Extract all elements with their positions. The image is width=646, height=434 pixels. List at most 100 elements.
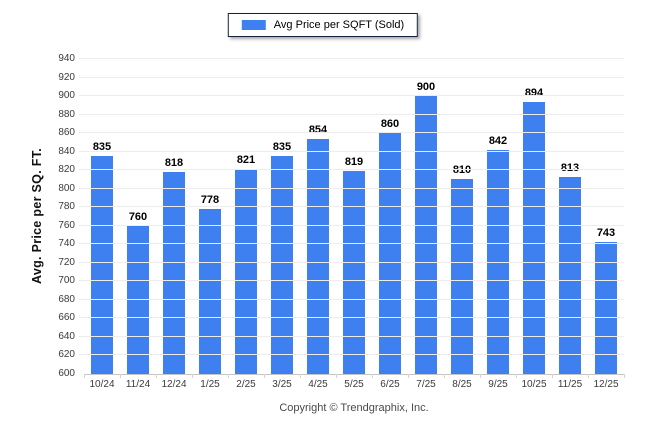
x-axis-tick [408,374,409,378]
x-axis-tick [624,374,625,378]
gridline [79,150,624,152]
bar-value-label: 854 [308,123,328,136]
y-tick-label: 740 [58,238,75,250]
x-axis-tick [84,374,85,378]
bar-slot: 760 [120,59,156,374]
bar-value-label: 835 [92,141,112,154]
legend-label: Avg Price per SQFT (Sold) [273,19,405,31]
x-axis-tick [336,374,337,378]
bar-slot: 813 [552,59,588,374]
bar [523,101,545,374]
bar-value-label: 819 [344,156,364,169]
bar-slot: 818 [156,59,192,374]
gridline [79,224,624,226]
y-axis-title: Avg. Price per SQ. FT. [30,147,44,285]
bar [415,96,437,374]
y-tick-label: 820 [58,164,75,176]
bar-slot: 894 [516,59,552,374]
x-tick-label: 9/25 [488,379,508,390]
gridline [79,95,624,97]
x-tick-label: 1/25 [200,379,220,390]
bar-slot: 835 [264,59,300,374]
bar [343,171,365,374]
bar [379,133,401,374]
bar-slot: 835 [84,59,120,374]
bar [91,156,113,374]
gridline [79,206,624,208]
y-tick-label: 760 [58,219,75,231]
x-axis-tick [444,374,445,378]
chart-legend: Avg Price per SQFT (Sold) [227,13,419,37]
y-tick-label: 860 [58,127,75,139]
x-tick-label: 2/25 [236,379,256,390]
gridline [79,113,624,115]
x-tick-label: 6/25 [380,379,400,390]
y-tick-label: 600 [58,368,75,379]
x-axis-tick [516,374,517,378]
bar-slot: 743 [588,59,624,374]
gridline [79,58,624,59]
bar-value-label: 818 [164,157,184,170]
x-axis-labels: 10/24 11/24 12/24 1/25 2/25 3/25 4/25 5/25 6/25 7… [84,379,624,391]
bar [559,176,581,374]
bar-slot: 819 [336,59,372,374]
plot-area: 835 760 818 778 821 835 854 819 860 900 810 842 894 8… [58,54,625,379]
bar [163,172,185,374]
x-axis-tick [120,374,121,378]
copyright-text: Copyright © Trendgraphix, Inc. [279,402,429,414]
x-tick-label: 10/25 [521,379,547,390]
y-tick-label: 840 [58,145,75,157]
x-tick-label: 12/25 [593,379,619,390]
x-axis-tick [300,374,301,378]
x-axis-tick [228,374,229,378]
y-tick-label: 900 [58,90,75,102]
bar-value-label: 842 [488,134,508,147]
y-tick-label: 680 [58,293,75,305]
bar-value-label: 900 [416,81,436,94]
y-tick-label: 720 [58,256,75,268]
y-tick-label: 920 [58,71,75,83]
legend-swatch-icon [241,20,266,30]
y-tick-label: 620 [58,349,75,361]
gridline [79,76,624,78]
x-tick-label: 5/25 [344,379,364,390]
x-axis-tick [552,374,553,378]
bar-slot: 854 [300,59,336,374]
bar [235,169,257,374]
bar-slot: 842 [480,59,516,374]
bar-value-label: 813 [560,161,580,174]
x-axis-tick [156,374,157,378]
x-axis-tick [480,374,481,378]
x-tick-label: 11/24 [125,379,151,390]
gridline [79,335,624,337]
y-tick-label: 880 [58,108,75,120]
bar-value-label: 778 [200,194,220,207]
gridline [79,354,624,356]
bar-slot: 778 [192,59,228,374]
x-tick-label: 12/24 [161,379,187,390]
bar-slot: 860 [372,59,408,374]
gridline [79,169,624,171]
bar [595,241,617,374]
x-axis-tick [588,374,589,378]
y-tick-label: 660 [58,312,75,324]
gridline [79,132,624,134]
y-tick-label: 800 [58,182,75,194]
x-axis-tick [264,374,265,378]
bar [271,156,293,374]
gridline [79,243,624,245]
x-tick-label: 10/24 [89,379,115,390]
bar-series: 835 760 818 778 821 835 854 819 860 900 810 842 894 8… [84,59,624,374]
gridline [79,187,624,189]
bar-slot: 810 [444,59,480,374]
bar-value-label: 743 [596,226,616,239]
gridline [79,280,624,282]
bar-value-label: 860 [380,118,400,131]
bar [451,179,473,374]
x-axis-tick [192,374,193,378]
bar-value-label: 760 [128,210,148,223]
gridline [79,298,624,300]
x-tick-label: 7/25 [416,379,436,390]
bar-value-label: 821 [236,154,256,167]
x-tick-label: 11/25 [557,379,583,390]
